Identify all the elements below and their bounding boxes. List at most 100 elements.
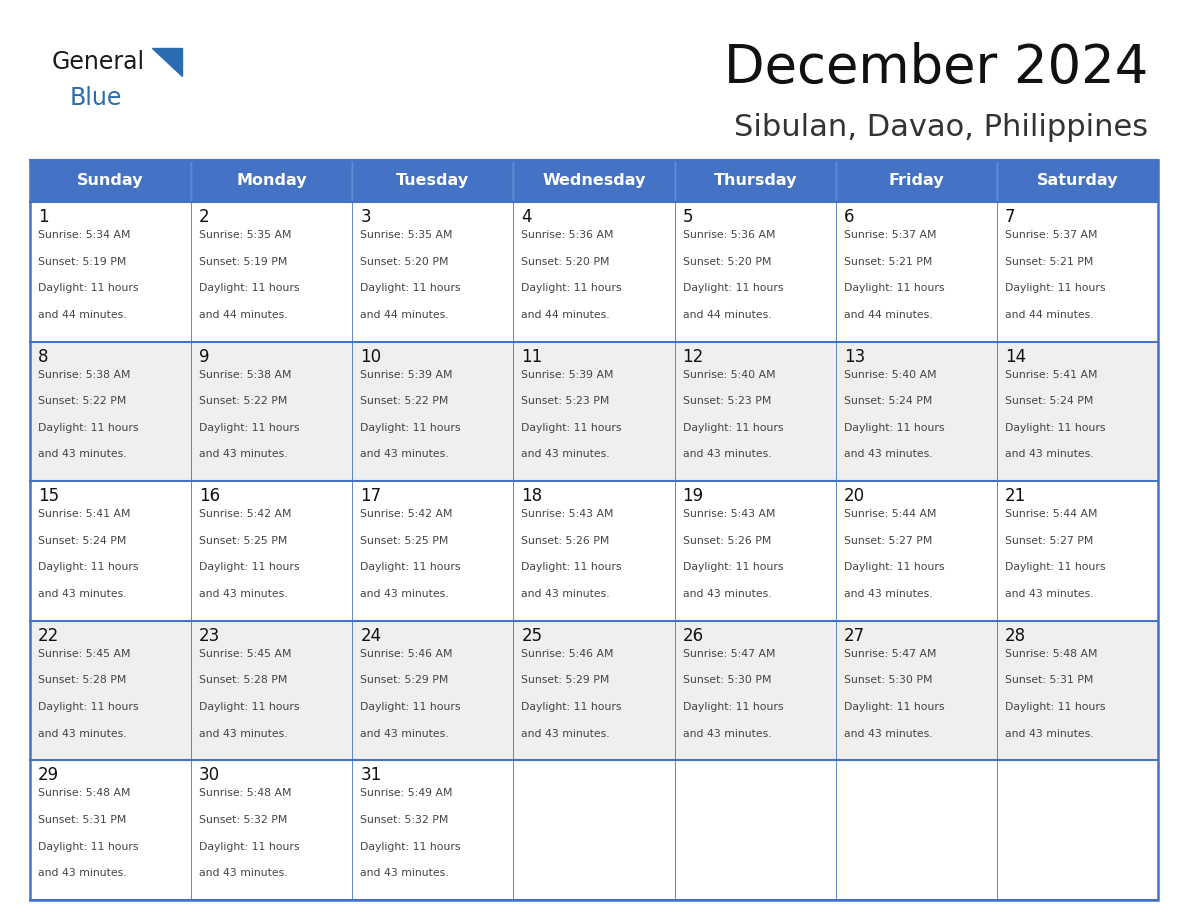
Text: Daylight: 11 hours: Daylight: 11 hours [360,702,461,712]
Text: Sunrise: 5:47 AM: Sunrise: 5:47 AM [683,649,775,659]
Bar [30,621,191,760]
Text: Sunset: 5:22 PM: Sunset: 5:22 PM [200,397,287,406]
Text: 8: 8 [38,348,49,365]
Bar [997,621,1158,760]
Text: 29: 29 [38,767,59,784]
Text: and 44 minutes.: and 44 minutes. [200,309,287,319]
Text: 10: 10 [360,348,381,365]
Bar [191,481,353,621]
Bar [353,202,513,341]
Text: Sunrise: 5:42 AM: Sunrise: 5:42 AM [360,509,453,520]
Text: Sunset: 5:23 PM: Sunset: 5:23 PM [522,397,609,406]
Text: Daylight: 11 hours: Daylight: 11 hours [1005,563,1105,572]
Text: Sunrise: 5:40 AM: Sunrise: 5:40 AM [683,370,776,380]
Bar [675,202,835,341]
Text: Sunset: 5:24 PM: Sunset: 5:24 PM [843,397,933,406]
Text: 15: 15 [38,487,59,505]
Text: Sunrise: 5:46 AM: Sunrise: 5:46 AM [360,649,453,659]
Bar [675,481,835,621]
Text: Sunset: 5:22 PM: Sunset: 5:22 PM [38,397,126,406]
Text: December 2024: December 2024 [723,42,1148,94]
Text: Daylight: 11 hours: Daylight: 11 hours [843,283,944,293]
Bar [997,202,1158,341]
Text: 26: 26 [683,627,703,644]
Text: Sunrise: 5:34 AM: Sunrise: 5:34 AM [38,230,131,240]
Text: Daylight: 11 hours: Daylight: 11 hours [38,563,139,572]
Bar [191,202,353,341]
Text: 18: 18 [522,487,543,505]
Text: Sunrise: 5:37 AM: Sunrise: 5:37 AM [843,230,936,240]
Text: Daylight: 11 hours: Daylight: 11 hours [522,283,623,293]
Text: Sunrise: 5:35 AM: Sunrise: 5:35 AM [200,230,291,240]
Bar [675,760,835,900]
Text: Sunset: 5:21 PM: Sunset: 5:21 PM [843,256,933,266]
Text: 22: 22 [38,627,59,644]
Text: Daylight: 11 hours: Daylight: 11 hours [522,563,623,572]
Text: and 43 minutes.: and 43 minutes. [200,729,287,738]
Text: Tuesday: Tuesday [397,174,469,188]
Bar [513,481,675,621]
Bar [30,760,191,900]
Bar [30,160,1158,900]
Text: Daylight: 11 hours: Daylight: 11 hours [522,702,623,712]
Text: Sunrise: 5:41 AM: Sunrise: 5:41 AM [1005,370,1098,380]
Text: Daylight: 11 hours: Daylight: 11 hours [38,283,139,293]
Text: and 43 minutes.: and 43 minutes. [683,729,771,738]
Text: Sunrise: 5:38 AM: Sunrise: 5:38 AM [38,370,131,380]
Text: Sunrise: 5:45 AM: Sunrise: 5:45 AM [38,649,131,659]
Text: Sunrise: 5:41 AM: Sunrise: 5:41 AM [38,509,131,520]
Text: Sibulan, Davao, Philippines: Sibulan, Davao, Philippines [734,114,1148,142]
Text: Daylight: 11 hours: Daylight: 11 hours [200,842,299,852]
Text: 5: 5 [683,208,693,226]
Text: Sunset: 5:32 PM: Sunset: 5:32 PM [360,815,449,825]
Text: Sunrise: 5:40 AM: Sunrise: 5:40 AM [843,370,936,380]
Text: 9: 9 [200,348,209,365]
Text: Daylight: 11 hours: Daylight: 11 hours [843,563,944,572]
Bar [191,621,353,760]
Text: and 43 minutes.: and 43 minutes. [38,449,127,459]
Bar [513,760,675,900]
Text: Sunrise: 5:36 AM: Sunrise: 5:36 AM [683,230,775,240]
Text: Sunset: 5:23 PM: Sunset: 5:23 PM [683,397,771,406]
Text: Daylight: 11 hours: Daylight: 11 hours [200,423,299,432]
Bar [191,160,353,202]
Text: Daylight: 11 hours: Daylight: 11 hours [360,563,461,572]
Text: 11: 11 [522,348,543,365]
Bar [353,621,513,760]
Text: Sunrise: 5:36 AM: Sunrise: 5:36 AM [522,230,614,240]
Text: and 43 minutes.: and 43 minutes. [38,589,127,599]
Text: 2: 2 [200,208,210,226]
Text: Sunset: 5:28 PM: Sunset: 5:28 PM [200,676,287,686]
Text: Sunset: 5:30 PM: Sunset: 5:30 PM [683,676,771,686]
Text: Sunrise: 5:45 AM: Sunrise: 5:45 AM [200,649,291,659]
Bar [513,621,675,760]
Text: 4: 4 [522,208,532,226]
Text: Daylight: 11 hours: Daylight: 11 hours [360,283,461,293]
Text: General: General [52,50,145,74]
Text: and 43 minutes.: and 43 minutes. [360,729,449,738]
Bar [191,760,353,900]
Bar [30,160,191,202]
Text: Sunrise: 5:38 AM: Sunrise: 5:38 AM [200,370,291,380]
Bar [835,621,997,760]
Text: Daylight: 11 hours: Daylight: 11 hours [200,283,299,293]
Text: Sunrise: 5:49 AM: Sunrise: 5:49 AM [360,789,453,799]
Text: and 43 minutes.: and 43 minutes. [38,868,127,879]
Text: Sunday: Sunday [77,174,144,188]
Text: 3: 3 [360,208,371,226]
Text: and 44 minutes.: and 44 minutes. [522,309,611,319]
Text: 24: 24 [360,627,381,644]
Text: Sunset: 5:22 PM: Sunset: 5:22 PM [360,397,449,406]
Text: Sunset: 5:20 PM: Sunset: 5:20 PM [522,256,609,266]
Text: Saturday: Saturday [1037,174,1118,188]
Text: and 43 minutes.: and 43 minutes. [38,729,127,738]
Text: Daylight: 11 hours: Daylight: 11 hours [683,563,783,572]
Text: Sunset: 5:29 PM: Sunset: 5:29 PM [360,676,449,686]
Bar [513,341,675,481]
Bar [997,160,1158,202]
Bar [835,160,997,202]
Bar [513,160,675,202]
Text: Daylight: 11 hours: Daylight: 11 hours [683,283,783,293]
Bar [353,481,513,621]
Text: 14: 14 [1005,348,1026,365]
